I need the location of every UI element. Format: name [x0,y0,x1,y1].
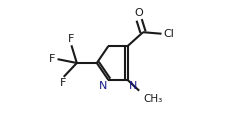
Text: F: F [49,54,55,64]
Text: CH₃: CH₃ [142,94,162,104]
Text: F: F [59,78,66,88]
Text: N: N [99,81,107,91]
Text: Cl: Cl [162,29,173,39]
Text: N: N [128,81,136,91]
Text: F: F [67,34,74,44]
Text: O: O [134,8,143,18]
